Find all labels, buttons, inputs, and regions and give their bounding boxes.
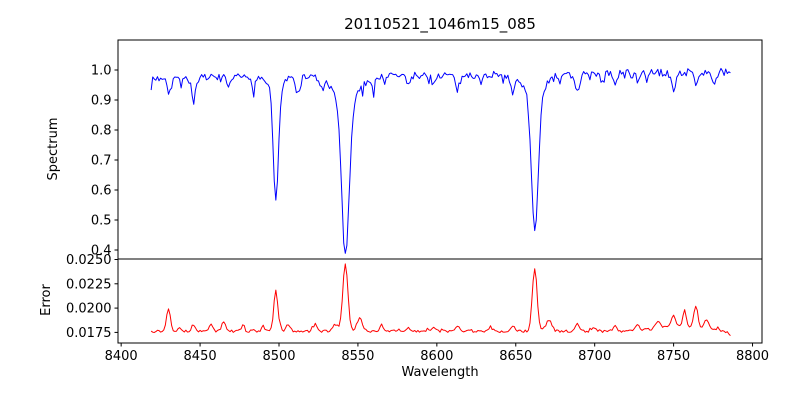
x-tick-label: 8400 [105, 349, 138, 364]
x-tick-label: 8650 [499, 349, 532, 364]
x-tick-label: 8600 [420, 349, 453, 364]
y-axis-label-spectrum: Spectrum [46, 118, 61, 181]
x-tick-label: 8550 [341, 349, 374, 364]
y-tick-label: 0.9 [91, 94, 112, 109]
x-tick-label: 8450 [184, 349, 217, 364]
error-panel-frame [117, 258, 763, 344]
x-axis-label: Wavelength [401, 365, 478, 380]
plot-dynamic-layer: 0.4 0.5 0.6 0.7 0.8 0.9 1.0 0.0175 0.0200 0.0225 0… [66, 64, 769, 365]
y-tick-label: 0.8 [91, 124, 112, 139]
y-tick-label: 0.0175 [66, 326, 112, 341]
error-line-series [150, 263, 731, 337]
x-tick-label: 8800 [736, 349, 769, 364]
y-tick-label: 1.0 [91, 64, 112, 79]
y-axis-label-error: Error [39, 284, 54, 316]
y-tick-label: 0.7 [91, 154, 112, 169]
spectrum-panel-frame [117, 39, 763, 260]
y-tick-label: 0.5 [91, 214, 112, 229]
y-tick-label: 0.0200 [66, 302, 112, 317]
y-tick-label: 0.0225 [66, 277, 112, 292]
spectrum-line-series [150, 67, 731, 254]
y-tick-label: 0.4 [91, 244, 112, 259]
y-tick-label: 0.6 [91, 184, 112, 199]
x-tick-label: 8500 [262, 349, 295, 364]
x-tick-label: 8700 [578, 349, 611, 364]
x-tick-label: 8750 [657, 349, 690, 364]
y-tick-label: 0.0250 [66, 253, 112, 268]
chart-title: 20110521_1046m15_085 [344, 15, 536, 34]
